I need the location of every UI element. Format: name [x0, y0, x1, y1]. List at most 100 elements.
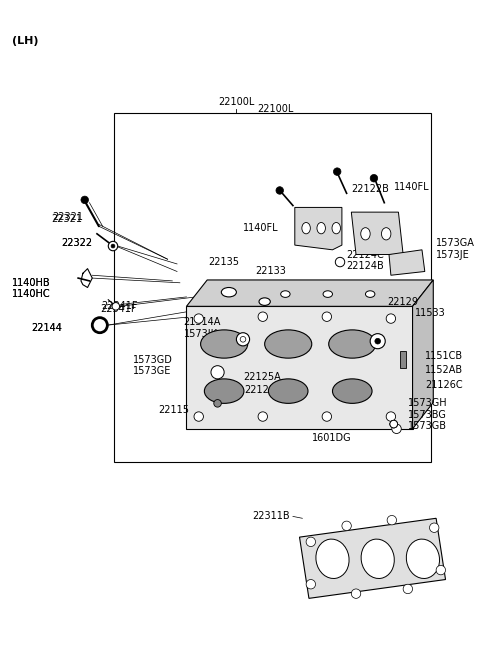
Text: 1140HC: 1140HC	[12, 289, 51, 299]
Text: 21126C: 21126C	[425, 380, 462, 390]
Polygon shape	[186, 280, 433, 306]
Ellipse shape	[333, 379, 372, 403]
Ellipse shape	[361, 539, 394, 579]
Circle shape	[306, 537, 315, 546]
Polygon shape	[186, 306, 412, 429]
Circle shape	[112, 302, 120, 310]
Circle shape	[392, 424, 401, 434]
Circle shape	[387, 516, 396, 525]
Circle shape	[322, 412, 332, 421]
Ellipse shape	[323, 291, 333, 297]
Ellipse shape	[332, 222, 340, 234]
Circle shape	[236, 333, 250, 346]
Text: 1573JK: 1573JK	[184, 329, 217, 338]
Circle shape	[81, 196, 88, 203]
Ellipse shape	[302, 222, 311, 234]
Text: 22100L: 22100L	[257, 104, 293, 113]
Text: 1140HC: 1140HC	[12, 289, 51, 299]
Circle shape	[436, 565, 445, 575]
Bar	[400, 350, 406, 367]
Circle shape	[211, 365, 224, 379]
Ellipse shape	[221, 287, 236, 297]
Text: 1573GB: 1573GB	[408, 421, 447, 431]
Circle shape	[258, 412, 267, 421]
Text: 1573GH: 1573GH	[408, 398, 447, 409]
Circle shape	[430, 523, 439, 533]
Text: 22341F: 22341F	[102, 301, 138, 312]
Circle shape	[194, 412, 204, 421]
Text: 1573GE: 1573GE	[133, 366, 171, 377]
Text: 1573BG: 1573BG	[408, 409, 447, 420]
Ellipse shape	[329, 330, 376, 358]
Ellipse shape	[361, 228, 370, 240]
Ellipse shape	[316, 539, 349, 579]
Text: 22129: 22129	[387, 297, 418, 306]
Circle shape	[370, 334, 385, 349]
Polygon shape	[295, 207, 342, 250]
Text: 22124C: 22124C	[347, 249, 384, 260]
Text: 11533: 11533	[415, 308, 446, 318]
Ellipse shape	[281, 291, 290, 297]
Circle shape	[240, 337, 246, 342]
Text: 1151CB: 1151CB	[425, 351, 463, 361]
Text: 22122B: 22122B	[351, 184, 389, 194]
Text: 22124B: 22124B	[347, 261, 384, 271]
Text: 22321: 22321	[52, 212, 83, 222]
Text: 22133: 22133	[255, 266, 286, 276]
Circle shape	[336, 257, 345, 267]
Ellipse shape	[382, 228, 391, 240]
Circle shape	[194, 314, 204, 323]
Polygon shape	[351, 212, 403, 255]
Text: 22321: 22321	[51, 214, 82, 224]
Text: 22144: 22144	[31, 323, 62, 333]
Text: (LH): (LH)	[12, 36, 39, 46]
Text: 1140FL: 1140FL	[394, 182, 429, 192]
Ellipse shape	[407, 539, 440, 579]
Circle shape	[214, 400, 221, 407]
Circle shape	[306, 579, 315, 589]
Ellipse shape	[259, 298, 270, 306]
Text: 1140HB: 1140HB	[12, 277, 51, 288]
Ellipse shape	[201, 330, 248, 358]
Polygon shape	[412, 280, 433, 429]
Text: 1573JE: 1573JE	[436, 249, 470, 260]
Circle shape	[258, 312, 267, 321]
Text: 22125B: 22125B	[244, 385, 282, 395]
Text: 22322: 22322	[61, 238, 92, 248]
Circle shape	[92, 318, 108, 333]
Text: 22144: 22144	[31, 323, 62, 333]
Text: 21314A: 21314A	[184, 318, 221, 327]
Text: 1573GA: 1573GA	[436, 238, 475, 248]
Circle shape	[111, 244, 115, 248]
Text: 22322: 22322	[61, 238, 92, 248]
Ellipse shape	[317, 222, 325, 234]
Text: 1601DG: 1601DG	[312, 433, 351, 443]
Ellipse shape	[264, 330, 312, 358]
Circle shape	[108, 241, 118, 251]
Circle shape	[351, 589, 361, 598]
Text: 22311B: 22311B	[252, 512, 290, 522]
Circle shape	[276, 187, 284, 194]
Circle shape	[390, 420, 397, 428]
Circle shape	[334, 168, 341, 175]
Circle shape	[386, 412, 396, 421]
Ellipse shape	[204, 379, 244, 403]
Polygon shape	[389, 250, 425, 276]
Circle shape	[386, 314, 396, 323]
Circle shape	[342, 521, 351, 531]
Text: 1140FL: 1140FL	[243, 223, 278, 233]
Text: 22100L: 22100L	[218, 96, 254, 107]
Ellipse shape	[268, 379, 308, 403]
Text: 1140HB: 1140HB	[12, 277, 51, 288]
Polygon shape	[300, 518, 445, 598]
Text: 1152AB: 1152AB	[425, 365, 463, 375]
Text: 22135: 22135	[208, 257, 239, 267]
Ellipse shape	[365, 291, 375, 297]
Circle shape	[322, 312, 332, 321]
Circle shape	[390, 420, 397, 428]
Text: 22125A: 22125A	[243, 372, 281, 382]
Bar	[114, 113, 432, 462]
Text: 22341F: 22341F	[100, 304, 136, 314]
Circle shape	[375, 338, 381, 344]
Circle shape	[403, 584, 412, 594]
